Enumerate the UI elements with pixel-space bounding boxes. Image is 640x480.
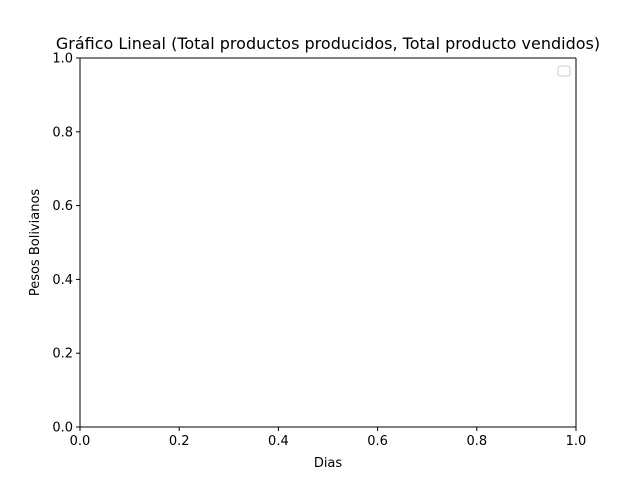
x-axis-label: Dias xyxy=(314,456,343,471)
y-tick-label: 0.4 xyxy=(52,273,73,288)
y-tick-label: 1.0 xyxy=(52,52,73,67)
x-axis-ticks: 0.0 0.2 0.4 0.6 0.8 1.0 xyxy=(70,427,587,449)
y-tick-label: 0.0 xyxy=(52,421,73,436)
x-tick-label: 0.8 xyxy=(466,434,487,449)
y-axis-ticks: 0.0 0.2 0.4 0.6 0.8 1.0 xyxy=(52,52,80,436)
plot-area xyxy=(80,58,576,427)
legend-box xyxy=(557,65,571,77)
x-tick-label: 0.4 xyxy=(268,434,289,449)
chart-title: Gráfico Lineal (Total productos producid… xyxy=(56,34,600,53)
y-tick-label: 0.6 xyxy=(52,199,73,214)
y-tick-label: 0.2 xyxy=(52,347,73,362)
x-tick-label: 0.2 xyxy=(169,434,190,449)
x-tick-label: 1.0 xyxy=(566,434,587,449)
x-tick-label: 0.6 xyxy=(367,434,388,449)
y-axis-label: Pesos Bolivianos xyxy=(28,189,43,297)
x-tick-label: 0.0 xyxy=(70,434,91,449)
y-tick-label: 0.8 xyxy=(52,125,73,140)
